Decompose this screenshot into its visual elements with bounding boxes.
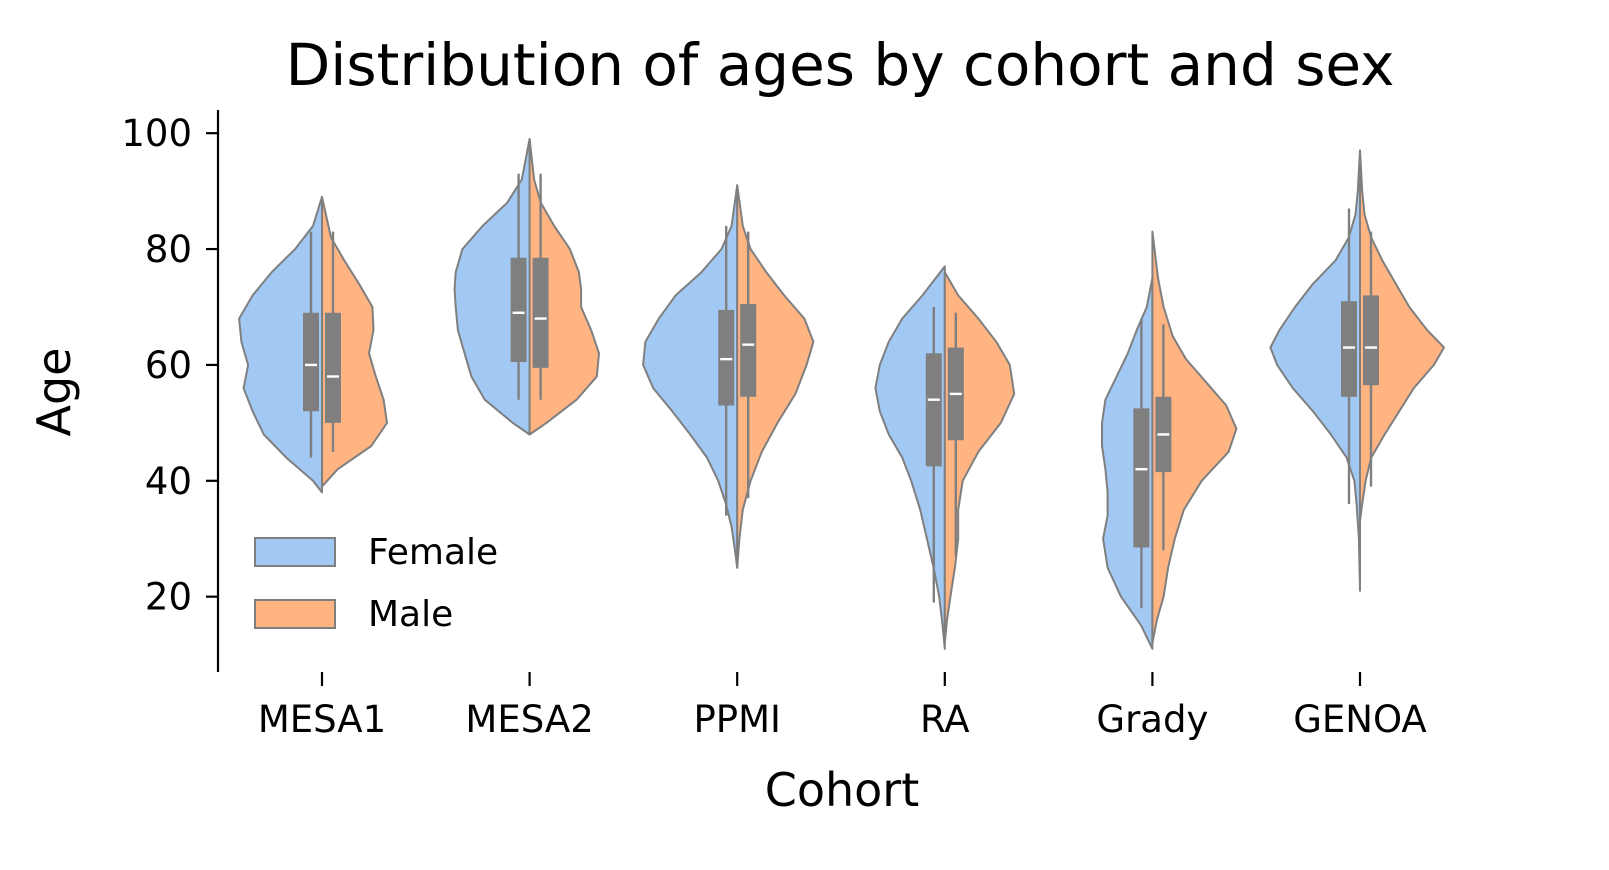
y-tick-label: 40: [145, 460, 192, 503]
violin-mesa1-female: [238, 195, 323, 494]
violin-genoa-male: [1359, 149, 1445, 523]
iqr-box-ppmi-male: [740, 304, 757, 397]
y-axis-label: Age: [27, 348, 81, 437]
legend: Female Male: [254, 532, 498, 635]
y-tick-label: 20: [145, 576, 192, 619]
violin-group-ra: [874, 265, 1016, 650]
x-axis-label: Cohort: [765, 763, 920, 817]
iqr-box-mesa1-female: [303, 312, 319, 412]
x-tick-label-grady: Grady: [1096, 698, 1208, 741]
violin-grady-female: [1101, 277, 1154, 650]
iqr-box-ra-female: [925, 353, 942, 467]
x-tick-label-genoa: GENOA: [1293, 698, 1427, 741]
x-axis: MESA1 MESA2 PPMI RA Grady GENOA: [258, 672, 1427, 741]
iqr-box-mesa2-male: [532, 257, 549, 368]
violin-group-ppmi: [642, 184, 815, 569]
iqr-box-genoa-male: [1363, 295, 1379, 386]
violin-grady-male: [1151, 230, 1238, 645]
violin-ppmi-male: [736, 184, 815, 569]
legend-label-male: Male: [368, 594, 453, 635]
iqr-box-mesa1-male: [325, 312, 341, 423]
x-tick-label-mesa1: MESA1: [258, 698, 386, 741]
violin-genoa-female: [1269, 149, 1361, 592]
y-tick-label: 80: [145, 228, 192, 271]
y-axis: 20 40 60 80 100: [121, 110, 220, 672]
iqr-box-grady-female: [1133, 408, 1150, 548]
violin-group-mesa2: [453, 137, 600, 436]
violin-group-mesa1: [238, 195, 388, 494]
legend-swatch-female: [254, 537, 336, 567]
violin-group-genoa: [1269, 149, 1445, 592]
x-tick-label-ra: RA: [920, 698, 970, 741]
x-tick-label-mesa2: MESA2: [465, 698, 593, 741]
iqr-box-genoa-female: [1341, 301, 1357, 397]
iqr-box-mesa2-female: [510, 257, 527, 363]
violins-layer: [238, 137, 1445, 650]
violin-ppmi-female: [642, 184, 739, 569]
legend-swatch-male: [254, 599, 336, 629]
violin-group-grady: [1101, 230, 1238, 650]
x-tick-label-ppmi: PPMI: [693, 698, 780, 741]
y-tick-label: 60: [145, 344, 192, 387]
iqr-box-ppmi-female: [718, 309, 735, 406]
legend-label-female: Female: [368, 532, 498, 573]
chart-title: Distribution of ages by cohort and sex: [286, 31, 1395, 99]
y-tick-label: 100: [121, 112, 192, 155]
